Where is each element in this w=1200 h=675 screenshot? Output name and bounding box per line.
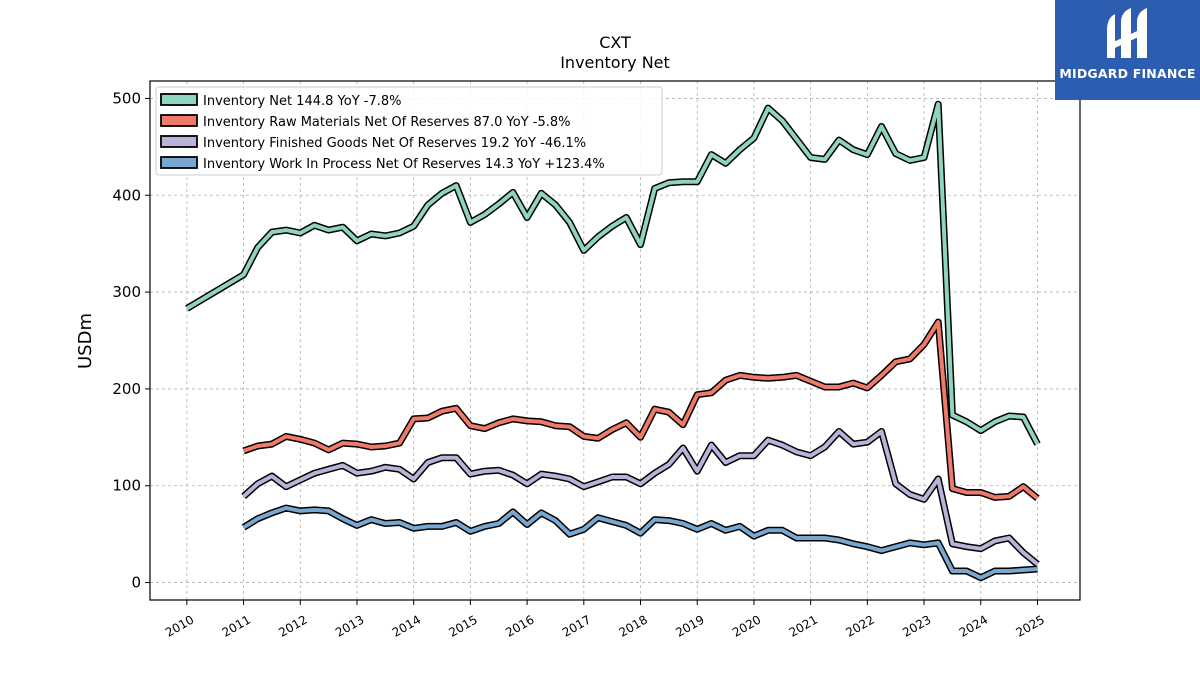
series-path — [242, 320, 1039, 500]
series-line-3 — [241, 504, 1038, 582]
brand-logo-icon — [1107, 8, 1147, 58]
x-tick-label: 2017 — [560, 612, 593, 639]
y-tick-label: 500 — [112, 89, 141, 107]
x-tick-label: 2025 — [1014, 612, 1047, 639]
x-tick-label: 2015 — [446, 612, 479, 639]
series-line-1 — [242, 318, 1040, 502]
legend-label: Inventory Raw Materials Net Of Reserves … — [203, 115, 571, 130]
x-tick-label: 2010 — [163, 612, 196, 639]
x-tick-label: 2021 — [787, 612, 820, 639]
legend-label: Inventory Net 144.8 YoY -7.8% — [203, 94, 402, 109]
x-tick-label: 2016 — [503, 612, 536, 639]
plot-frame — [149, 80, 1081, 601]
legend-swatch — [160, 114, 198, 127]
legend-swatch — [160, 135, 198, 148]
x-tick-label: 2020 — [730, 612, 763, 639]
brand-logo: MIDGARD FINANCE — [1055, 0, 1200, 100]
chart-subtitle: Inventory Net — [560, 53, 670, 72]
x-tick-label: 2013 — [333, 612, 366, 639]
x-tick-label: 2014 — [390, 612, 423, 639]
y-tick-label: 300 — [112, 283, 141, 301]
x-tick-label: 2011 — [220, 612, 253, 639]
series-line-2 — [241, 428, 1040, 567]
x-tick-label: 2012 — [276, 612, 309, 639]
legend-label: Inventory Work In Process Net Of Reserve… — [203, 157, 605, 172]
y-tick-label: 200 — [112, 380, 141, 398]
x-tick-label: 2018 — [617, 612, 650, 639]
series-lines — [185, 100, 1041, 582]
legend: Inventory Net 144.8 YoY -7.8% Inventory R… — [155, 86, 663, 176]
y-tick-label: 0 — [131, 574, 141, 592]
series-path — [185, 102, 1040, 446]
x-tick-label: 2023 — [900, 612, 933, 639]
y-tick-label: 400 — [112, 186, 141, 204]
series-path — [242, 429, 1039, 566]
y-tick-label: 100 — [112, 477, 141, 495]
x-tick-label: 2019 — [673, 612, 706, 639]
legend-swatch — [160, 156, 198, 169]
x-tick-label: 2024 — [957, 612, 990, 639]
x-tick-label: 2022 — [843, 612, 876, 639]
y-axis-label: USDm — [75, 313, 96, 369]
legend-box — [155, 86, 663, 176]
brand-name: MIDGARD FINANCE — [1059, 66, 1196, 81]
legend-label: Inventory Finished Goods Net Of Reserves… — [203, 136, 586, 151]
chart-title: CXT — [599, 33, 631, 52]
series-line-0 — [185, 100, 1041, 446]
legend-swatch — [160, 93, 198, 106]
series-path — [242, 506, 1038, 580]
